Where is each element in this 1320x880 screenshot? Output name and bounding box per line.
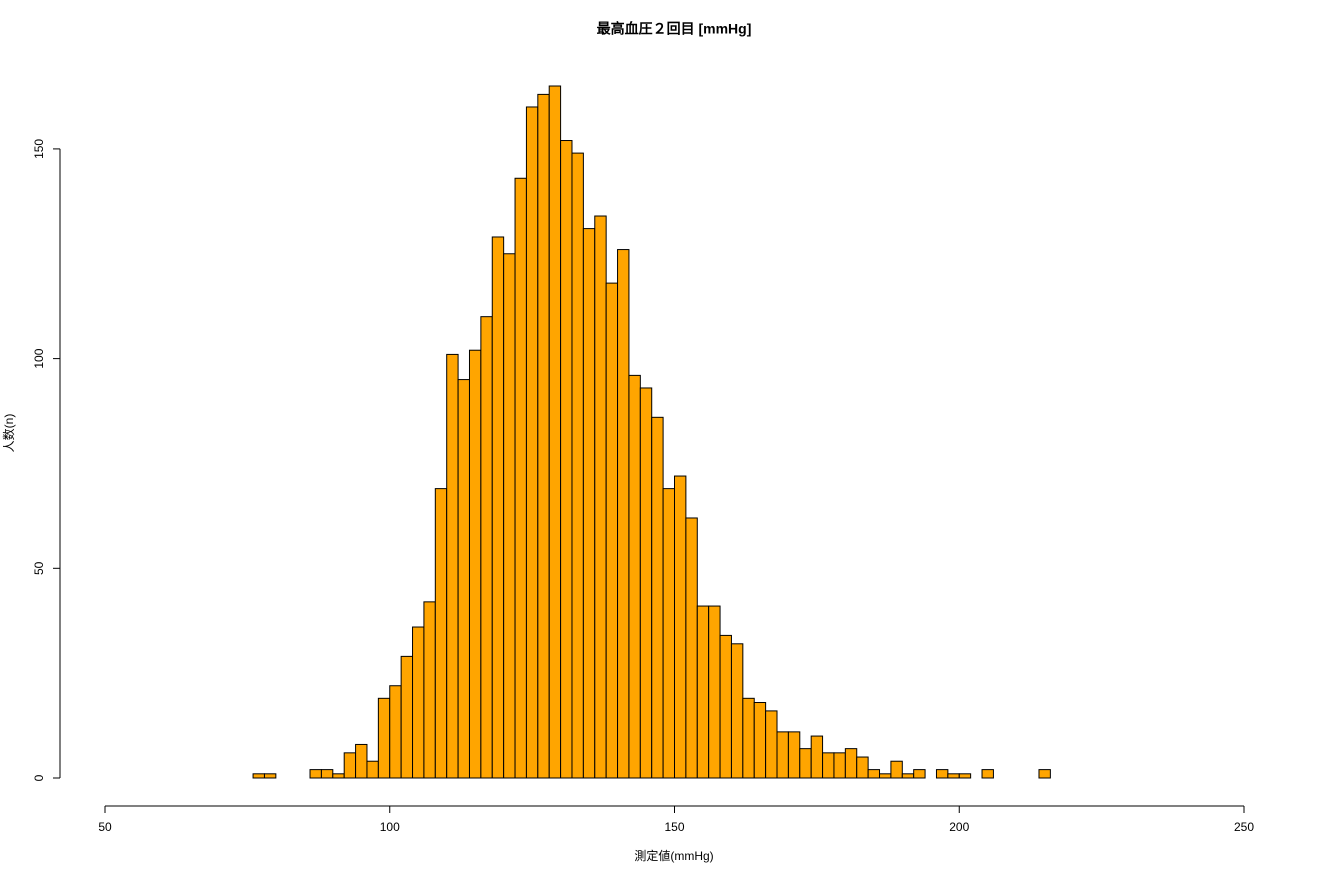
y-tick-label: 0 [32, 774, 46, 781]
bar [742, 697, 755, 779]
bar [457, 379, 470, 779]
bar [263, 773, 277, 779]
bar [605, 282, 619, 779]
x-tick-label: 250 [1234, 820, 1254, 834]
bar [446, 353, 459, 779]
bar [503, 253, 516, 779]
bar [776, 731, 789, 779]
bar [867, 769, 881, 779]
bar [309, 769, 322, 779]
bar [765, 710, 778, 779]
bar [628, 374, 641, 779]
bar [662, 488, 675, 779]
x-tick-label: 150 [664, 820, 684, 834]
bar [582, 228, 596, 779]
bar [833, 752, 846, 779]
bar [844, 748, 858, 779]
bar [685, 517, 698, 779]
bar [901, 773, 915, 779]
bar [355, 743, 368, 779]
bar [947, 773, 960, 779]
bar [730, 643, 744, 779]
bar [571, 152, 584, 779]
x-tick-label: 100 [380, 820, 400, 834]
bar [468, 349, 482, 779]
bar [696, 605, 710, 779]
bar [480, 316, 493, 779]
bar [366, 760, 379, 779]
bar [423, 601, 436, 779]
bar [856, 756, 869, 779]
x-tick-label: 50 [98, 820, 112, 834]
chart-title: 最高血圧２回目 [mmHg] [597, 21, 752, 37]
bar [958, 773, 972, 779]
bar [935, 769, 949, 779]
bar [639, 387, 653, 779]
bar [913, 769, 926, 779]
y-axis-label: 人数(n) [1, 414, 16, 453]
bar [651, 416, 664, 779]
bar [810, 735, 824, 779]
bar [981, 769, 994, 779]
bar [525, 106, 539, 779]
bar [548, 85, 562, 779]
y-tick-label: 50 [32, 561, 46, 575]
bar [412, 626, 425, 779]
x-axis-label: 測定値(mmHg) [634, 848, 713, 863]
bar [434, 488, 448, 779]
bar [1038, 769, 1051, 779]
bar [617, 249, 630, 779]
bar [320, 769, 334, 779]
x-tick-label: 200 [949, 820, 969, 834]
bar [799, 748, 812, 779]
bar [753, 702, 767, 779]
bar [879, 773, 892, 779]
bar [822, 752, 835, 779]
y-tick-label: 150 [32, 139, 46, 159]
bar [252, 773, 265, 779]
bar [890, 760, 903, 779]
bar [537, 93, 550, 779]
bar [594, 215, 607, 779]
bar [389, 685, 402, 779]
bar [400, 655, 414, 779]
bar [514, 177, 527, 779]
bar [377, 697, 391, 779]
bar [332, 773, 345, 779]
bar [708, 605, 721, 779]
bar [343, 752, 357, 779]
bar [674, 475, 687, 779]
y-tick-label: 100 [32, 348, 46, 368]
bar [719, 634, 732, 779]
bar [491, 236, 505, 779]
bar [787, 731, 801, 779]
bar [560, 140, 573, 779]
